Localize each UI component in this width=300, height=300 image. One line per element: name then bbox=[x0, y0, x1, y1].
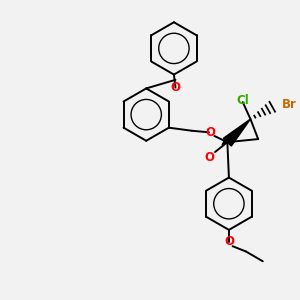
Polygon shape bbox=[224, 119, 250, 146]
Polygon shape bbox=[222, 136, 227, 145]
Text: O: O bbox=[204, 151, 214, 164]
Text: O: O bbox=[206, 126, 215, 139]
Text: O: O bbox=[170, 81, 181, 94]
Text: Br: Br bbox=[282, 98, 297, 111]
Text: O: O bbox=[224, 235, 234, 248]
Text: Cl: Cl bbox=[236, 94, 249, 107]
